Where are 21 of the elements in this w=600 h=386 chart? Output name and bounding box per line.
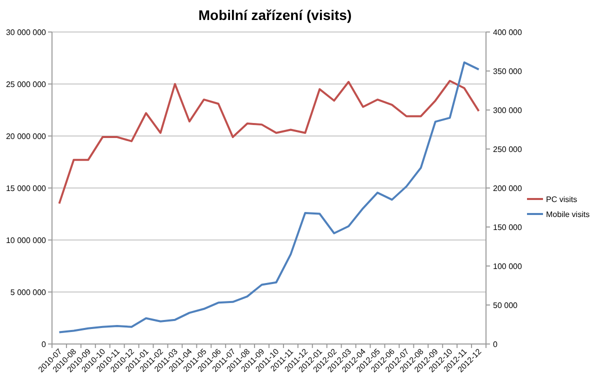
line-series (58, 80, 480, 205)
y-tick-label: 30 000 000 (6, 28, 47, 37)
y2-tick-label: 350 000 (493, 66, 522, 76)
legend-label: PC visits (546, 194, 578, 204)
chart-title: Mobilní zařízení (visits) (198, 7, 352, 23)
y2-tick-label: 300 000 (493, 106, 522, 115)
y2-tick-label: 100 000 (493, 262, 522, 271)
y2-tick-label: 0 (493, 340, 498, 349)
line-series (58, 61, 480, 334)
legend-label: Mobile visits (546, 210, 590, 219)
y2-tick-label: 150 000 (493, 222, 522, 232)
y2-tick-label: 400 000 (493, 28, 522, 37)
y-tick-label: 5 000 000 (10, 288, 47, 297)
y2-tick-label: 250 000 (493, 144, 522, 154)
y-tick-label: 15 000 000 (6, 184, 47, 193)
y-tick-label: 0 (42, 340, 47, 349)
y-tick-label: 25 000 000 (6, 80, 47, 89)
y-tick-label: 10 000 000 (6, 236, 47, 245)
y2-tick-label: 50 000 (493, 300, 518, 310)
y2-tick-label: 200 000 (493, 184, 522, 193)
y-tick-label: 20 000 000 (6, 132, 47, 141)
